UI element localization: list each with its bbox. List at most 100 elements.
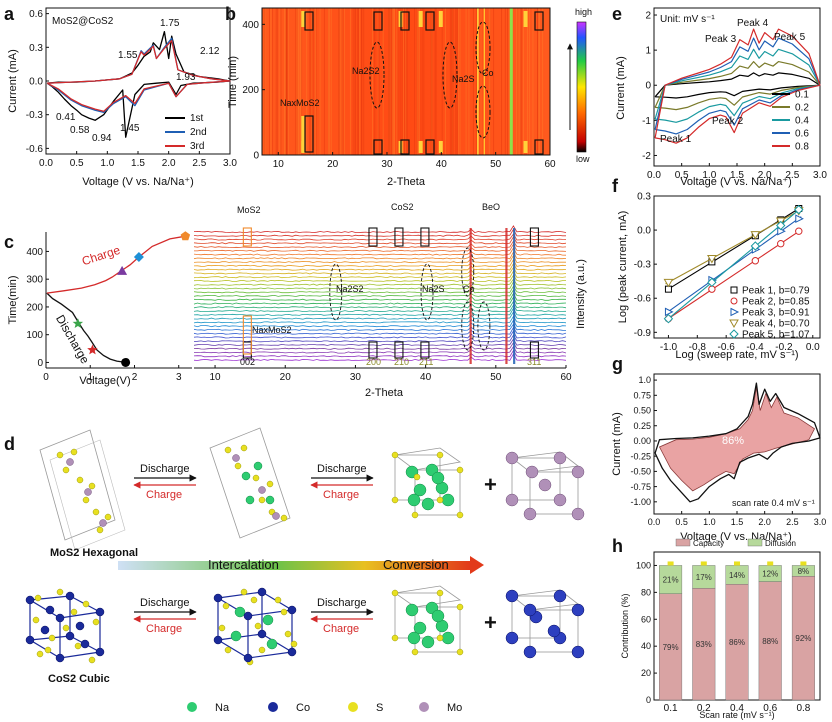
box-marker [304,115,314,153]
legend-label: Peak 5, b=1.07 [742,330,810,341]
heatmap-stripe [472,8,474,155]
peak-label: Peak 2 [712,116,744,127]
xrd-pattern [193,341,567,350]
panel-g-ylabel: Current (mA) [611,412,623,476]
xrd-pattern [193,296,567,305]
xrd-pattern [193,330,567,339]
total-cv-curve [654,382,821,503]
miller-index: 002 [240,357,255,367]
xrd-pattern [193,307,567,316]
x-tick-label: 30 [381,159,393,170]
heatmap-stripe [478,8,480,155]
heatmap-stripe [501,8,503,155]
panel-g-note: scan rate 0.4 mV s⁻¹ [732,498,815,508]
heatmap-stripe [528,8,530,155]
heatmap-stripe [504,8,506,155]
ellipse-marker [475,85,491,139]
y-tick-label: 200 [26,302,43,313]
legend-label: S [376,702,383,714]
y-tick-label: 0 [646,695,651,705]
y-tick-label: 400 [26,247,43,258]
xrd-pattern [193,304,567,313]
xrd-pattern [193,278,567,286]
arrow-label-charge: Charge [146,623,182,635]
panel-a-lines [46,30,231,138]
phase-label: Co [463,284,475,294]
x-tick-label: -0.2 [775,342,793,353]
plus-sign: + [484,610,497,635]
heatmap-stripe [269,8,270,155]
panel-f-xlabel: Log (sweep rate, mV s⁻¹) [675,349,798,361]
reflection-line [505,228,508,364]
legend-label: Mo [447,702,462,714]
y-tick-label: -0.25 [630,451,651,461]
peak-label: 0.94 [92,133,112,144]
heatmap-stripe [389,8,391,155]
x-tick-label: 40 [436,159,448,170]
heatmap-stripe [419,8,421,155]
y-tick-label: 0.3 [637,192,651,203]
data-point [777,240,785,248]
x-tick-label: -0.6 [718,342,736,353]
heatmap-stripe [374,8,376,155]
legend-label: 2nd [190,127,207,138]
x-tick-label: 2.5 [786,517,799,527]
arrow-label-charge: Charge [323,489,359,501]
panel-a-xlabel: Voltage (V vs. Na/Na⁺) [82,176,194,188]
panel-g-percentage: 86% [722,435,744,447]
x-tick-label: 0.5 [675,517,688,527]
xrd-pattern [193,274,566,282]
panel-g-capacitive: 0.0 0.5 1.0 1.5 2.0 2.5 3.0 1.0 0.75 0.50 0.25 0.00… [611,373,826,543]
reflection-spot [418,11,423,27]
heatmap-stripe [390,8,392,155]
data-point [707,254,717,264]
reflection-spot [523,11,528,27]
heatmap-stripe [355,8,357,155]
bar-cap-marker [800,561,807,566]
xrd-pattern [193,285,567,294]
heatmap-stripe [298,8,299,155]
box-marker [373,139,383,155]
box-marker [420,341,430,359]
xrd-pattern [193,289,567,298]
heatmap-stripe [399,8,401,155]
heatmap-stripe [372,8,374,155]
heatmap-stripe [357,8,359,155]
panel-e-peak-labels: Peak 1 Peak 2 Peak 3 Peak 4 Peak 5 [660,18,806,145]
data-point [707,277,717,288]
heatmap-stripe [314,8,316,155]
bar-cap-marker [734,561,740,566]
panel-letter-c: c [4,232,14,252]
heatmap-stripe [517,8,519,155]
data-point [663,313,674,324]
heatmap-stripe [430,8,432,155]
legend-marker [729,319,739,329]
cv-series-0.4 [654,48,821,123]
data-point [750,241,761,251]
miller-index: 211 [419,357,433,367]
phase-label: MoS2 [237,205,261,215]
y-tick-label: 20 [641,668,651,678]
cv-series-0.8 [654,28,821,144]
panel-g-ticks: 0.0 0.5 1.0 1.5 2.0 2.5 3.0 1.0 0.75 0.50 0.25 0.00… [630,375,826,527]
y-tick-label: 0.25 [633,421,651,431]
heatmap-stripe [363,8,365,155]
legend-atom-mo [419,702,429,712]
heatmap-stripe [441,8,443,155]
heatmap-stripe [275,8,277,155]
x-tick-label: 20 [327,159,339,170]
na2s-cube-row2 [391,585,464,656]
x-tick-label: 0.8 [796,703,810,714]
miller-index: 311 [527,357,541,367]
panel-b-ylabel: Time (min) [227,56,239,108]
peak-label: 1.55 [118,50,138,61]
plus-sign: + [484,472,497,497]
ellipse-marker [442,41,458,109]
box-marker [534,139,544,155]
heatmap-stripe [417,8,419,155]
bar-label-capacity: 92% [795,634,811,643]
legend-marker [730,307,740,317]
legend-swatch-capacity [675,538,691,547]
bar-label-capacity: 86% [729,638,745,647]
reflection-spot [301,116,306,152]
